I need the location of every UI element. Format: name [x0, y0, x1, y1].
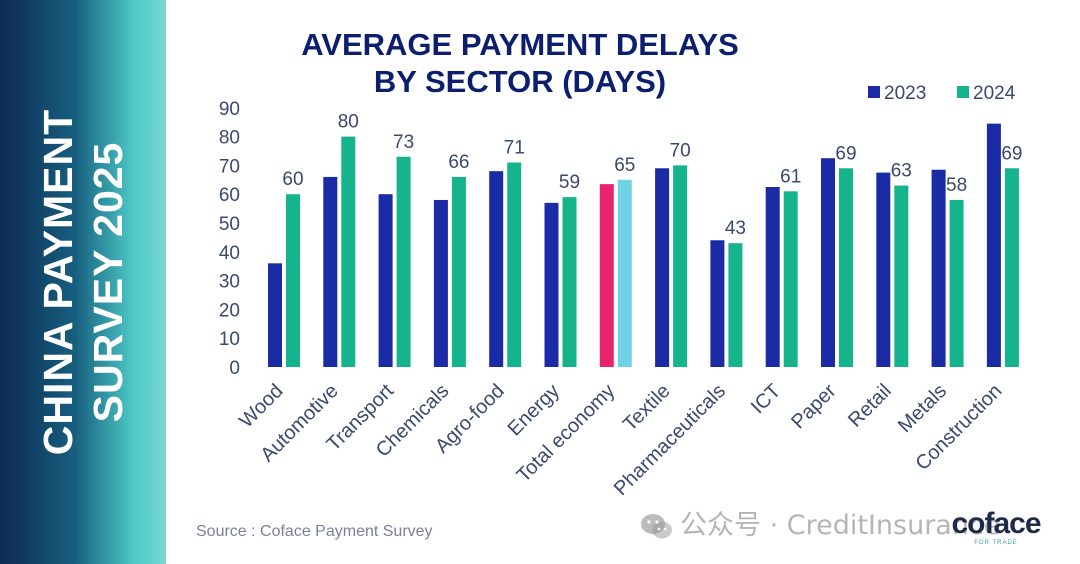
chart-title: AVERAGE PAYMENT DELAYS BY SECTOR (DAYS): [300, 26, 740, 100]
bar-2024: [839, 168, 853, 367]
logo-tagline: FOR TRADE: [974, 540, 1018, 546]
bar-2024: [728, 243, 743, 367]
legend-swatch-2023: [868, 86, 880, 98]
y-tick-label: 60: [219, 185, 240, 206]
data-label-2024: 59: [559, 172, 580, 193]
data-label-2024: 80: [338, 112, 359, 133]
wechat-icon: [641, 513, 672, 538]
left-banner: CHINA PAYMENT SURVEY 2025: [0, 0, 166, 564]
data-label-2024: 65: [614, 155, 635, 176]
bar-2023: [765, 187, 780, 367]
x-axis-labels: WoodAutomotiveTransportChemicalsAgro-foo…: [235, 380, 1006, 500]
y-tick-label: 50: [219, 214, 240, 235]
y-tick-label: 30: [219, 272, 240, 293]
bar-2023: [876, 172, 891, 367]
legend-swatch-2024: [957, 86, 969, 98]
bar-2023: [489, 171, 504, 367]
y-tick-label: 10: [219, 329, 240, 350]
bar-2023: [544, 202, 559, 367]
bar-2023: [710, 240, 725, 367]
bar-2024: [894, 185, 909, 367]
bar-2024: [617, 179, 632, 367]
bars: [268, 123, 1019, 367]
coface-logo: coface FOR TRADE: [944, 509, 1048, 547]
bar-2024: [451, 176, 466, 367]
y-axis: 0 10 20 30 40 50 60 70 80 90: [219, 99, 240, 379]
bar-2024: [562, 197, 577, 367]
watermark: 公众号 · CreditInsurance: [640, 503, 1000, 542]
x-tick-label: Wood: [235, 380, 287, 432]
legend-label-2023: 2023: [884, 83, 926, 104]
data-label-2024: 70: [670, 140, 691, 161]
legend-label-2024: 2024: [973, 83, 1016, 104]
bar-2024: [507, 162, 522, 367]
y-tick-label: 80: [219, 128, 240, 149]
bar-2024: [341, 136, 356, 367]
x-tick-label: Retail: [844, 380, 896, 432]
watermark-text: 公众号 · CreditInsurance: [680, 510, 1001, 541]
x-tick-label: Paper: [787, 380, 841, 434]
data-label-2024: 66: [448, 152, 469, 173]
logo-text: coface: [951, 507, 1041, 540]
x-tick-label: ICT: [747, 380, 785, 418]
bar-2023: [378, 194, 393, 367]
bar-2023: [931, 169, 946, 367]
data-label-2024: 61: [780, 166, 801, 187]
y-tick-label: 90: [219, 99, 240, 120]
data-labels: 60 80 73 66 71 59 65 70 43 61 69 63 58 69: [282, 112, 1022, 240]
x-tick-label: Total economy: [513, 380, 620, 487]
data-label-2024: 43: [725, 218, 746, 239]
data-label-2024: 69: [1001, 143, 1022, 164]
bar-2023: [821, 158, 835, 367]
data-label-2024: 69: [835, 143, 856, 164]
bar-2024: [286, 194, 300, 367]
bar-2024: [949, 199, 964, 367]
data-label-2024: 63: [891, 161, 912, 182]
source-note: Source : Coface Payment Survey: [196, 523, 433, 540]
bar-2024: [1004, 168, 1019, 367]
data-label-2024: 71: [504, 138, 525, 159]
legend: 2023 2024: [868, 83, 1016, 104]
chart-title-line-1: AVERAGE PAYMENT DELAYS: [301, 27, 739, 62]
y-tick-label: 0: [229, 358, 240, 379]
y-tick-label: 70: [219, 156, 240, 177]
data-label-2024: 58: [946, 175, 967, 196]
bar-2024: [673, 165, 688, 367]
bar-2024: [783, 191, 798, 367]
bar-2023: [323, 176, 338, 367]
bar-2023: [433, 199, 448, 367]
bar-2023: [986, 123, 1001, 367]
data-label-2024: 73: [393, 132, 414, 153]
bar-2023: [655, 168, 670, 367]
chart-title-line-2: BY SECTOR (DAYS): [373, 64, 667, 99]
data-label-2024: 60: [282, 169, 303, 190]
bar-2023: [268, 263, 282, 367]
bar-2024: [396, 156, 411, 367]
y-tick-label: 40: [219, 243, 240, 264]
y-tick-label: 20: [219, 300, 240, 321]
bar-2023: [599, 184, 614, 367]
